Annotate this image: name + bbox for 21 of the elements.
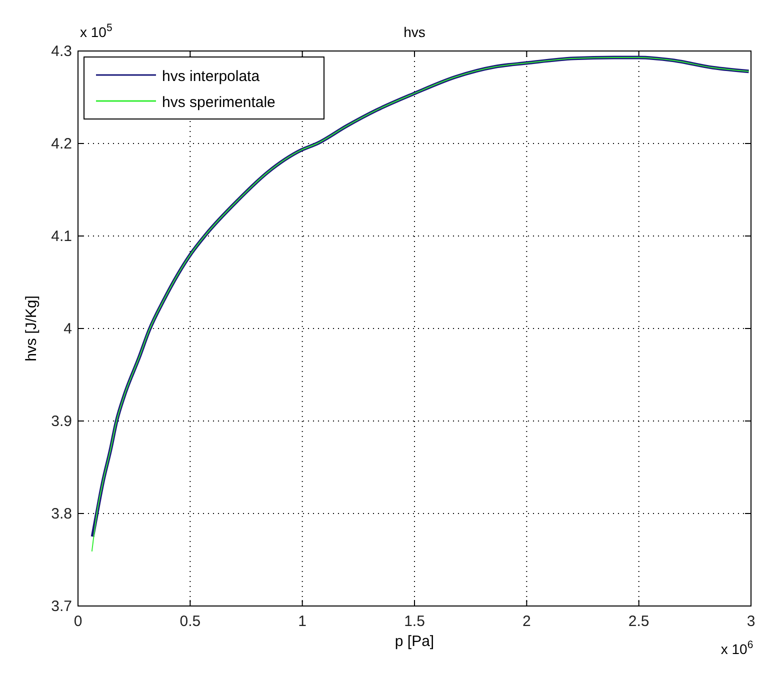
x-tick-label: 2.5 [628,613,650,630]
x-tick-label: 0 [74,613,82,630]
y-tick-label: 3.9 [51,413,72,430]
x-tick-label: 1 [298,613,307,630]
chart-title: hvs [404,24,426,40]
y-axis-title: hvs [J/Kg] [23,296,40,362]
y-tick-label: 4.2 [51,136,72,152]
legend-label: hvs interpolata [162,68,260,85]
x-axis-title: p [Pa] [394,633,434,650]
x-tick-label: 3 [746,613,756,630]
x-tick-label: 2 [522,613,531,630]
legend-label: hvs sperimentale [162,94,276,111]
x-tick-label: 0.5 [180,613,201,630]
text: x 10$^{5}$ [80,22,112,40]
y-tick-label: 3.8 [51,506,72,522]
y-tick-label: 4.3 [51,43,72,60]
x-tick-label: 1.5 [404,613,425,630]
y-tick-label: 4.1 [51,228,72,245]
text: x 10$^{6}$ [720,639,754,657]
y-tick-label: 3.7 [51,598,72,615]
y-tick-label: 4 [64,320,72,338]
